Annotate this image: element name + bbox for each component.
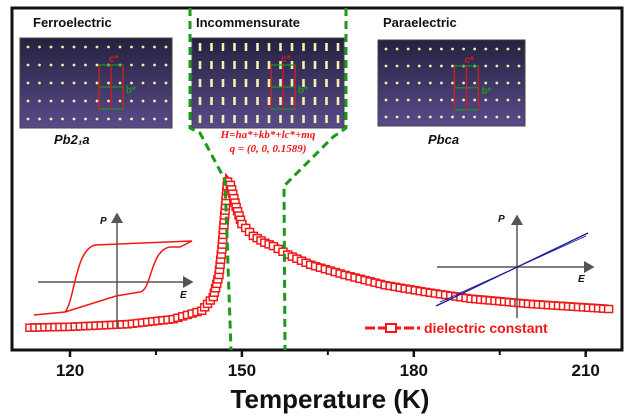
- b-star-label: b*: [298, 85, 308, 96]
- legend-label: dielectric constant: [424, 320, 548, 336]
- phase-boundary-left: [188, 8, 233, 351]
- modulation-formula: H=ha*+kb*+lc*+mq: [220, 129, 316, 141]
- hysteresis-loop-inset: P E: [33, 212, 194, 328]
- space-group-para: Pbca: [428, 132, 459, 147]
- diffraction-pattern-incommensurate: c* b*: [191, 37, 345, 129]
- plot-frame: [10, 6, 624, 352]
- hysteresis-curve: [33, 240, 193, 316]
- c-star-label: c*: [109, 54, 119, 65]
- legend: dielectric constant: [365, 320, 548, 336]
- diffraction-pattern-ferroelectric: c* b*: [19, 37, 173, 129]
- inset-e-label-2: E: [578, 274, 585, 285]
- inset-e-label: E: [180, 290, 187, 301]
- linear-pe-inset: P E: [435, 214, 595, 318]
- x-tick-label: 120: [56, 361, 84, 380]
- diffraction-pattern-paraelectric: c* b*: [377, 39, 526, 127]
- b-star-label: b*: [481, 86, 491, 97]
- space-group-ferro: Pb2₁a: [54, 132, 90, 147]
- c-star-label: c*: [464, 55, 474, 66]
- x-tick-label: 150: [228, 361, 256, 380]
- x-tick-label: 210: [572, 361, 600, 380]
- inset-p-label-2: P: [498, 214, 505, 225]
- phase-title-paraelectric: Paraelectric: [383, 15, 457, 30]
- modulation-vector: q = (0, 0, 0.1589): [230, 143, 307, 155]
- data-point: [603, 304, 614, 314]
- x-tick-label: 180: [400, 361, 428, 380]
- inset-p-label: P: [100, 216, 107, 227]
- phase-boundary-right: [282, 8, 348, 351]
- b-star-label: b*: [126, 85, 136, 96]
- phase-title-incommensurate: Incommensurate: [196, 15, 300, 30]
- x-axis-label: Temperature (K): [231, 384, 430, 414]
- c-star-label: c*: [281, 54, 291, 65]
- phase-title-ferroelectric: Ferroelectric: [33, 15, 112, 30]
